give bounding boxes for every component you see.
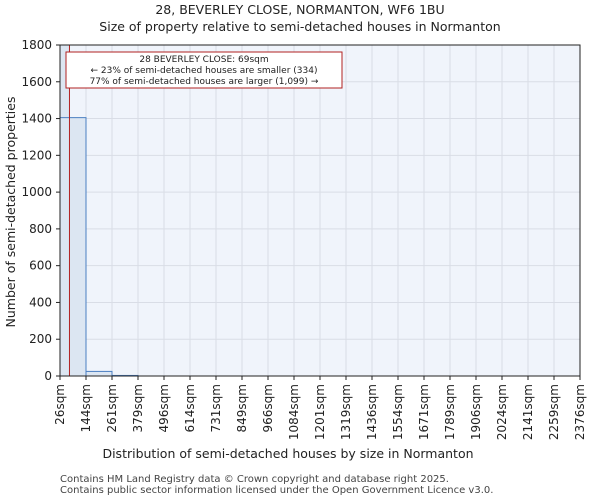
annotation-frame <box>65 51 343 89</box>
y-tick-label: 800 <box>29 222 52 236</box>
x-tick-label: 1319sqm <box>339 384 353 440</box>
x-tick-label: 496sqm <box>157 384 171 432</box>
annotation-line-2: ← 23% of semi-detached houses are smalle… <box>91 66 318 76</box>
x-tick-label: 731sqm <box>209 384 223 432</box>
x-axis-ticks: 26sqm 144sqm 261sqm 379sqm 496sqm 614sqm 731sq… <box>53 376 587 440</box>
y-tick-label: 600 <box>29 259 52 273</box>
bar-144sqm <box>85 370 113 377</box>
x-axis-label: Distribution of semi-detached houses by … <box>102 446 473 461</box>
y-tick-label: 1600 <box>21 75 52 89</box>
x-tick-label: 2376sqm <box>573 384 587 440</box>
annotation-line-1: 28 BEVERLEY CLOSE: 69sqm <box>139 55 268 65</box>
x-tick-label: 1789sqm <box>443 384 457 440</box>
annotation-line-3: 77% of semi-detached houses are larger (… <box>90 77 319 87</box>
x-tick-label: 849sqm <box>235 384 249 432</box>
x-tick-label: 261sqm <box>105 384 119 432</box>
x-tick-label: 1671sqm <box>417 384 431 440</box>
footer-licence: Contains public sector information licen… <box>60 485 494 496</box>
x-tick-label: 2259sqm <box>547 384 561 440</box>
gridlines <box>60 44 580 377</box>
x-tick-label: 966sqm <box>261 384 275 432</box>
y-axis-label: Number of semi-detached properties <box>3 97 18 328</box>
y-tick-label: 1000 <box>21 185 52 199</box>
chart-title: 28, BEVERLEY CLOSE, NORMANTON, WF6 1BU <box>155 2 445 17</box>
y-tick-label: 400 <box>29 295 52 309</box>
annotation-box: 28 BEVERLEY CLOSE: 69sqm ← 23% of semi-d… <box>65 51 343 89</box>
y-tick-label: 0 <box>44 369 52 383</box>
x-tick-label: 614sqm <box>183 384 197 432</box>
y-axis-ticks: 0 200 400 600 800 1000 1200 1400 1600 1800 <box>21 38 60 383</box>
x-tick-label: 144sqm <box>79 384 93 432</box>
y-tick-label: 1800 <box>21 38 52 52</box>
footer-copyright: Contains HM Land Registry data © Crown c… <box>60 474 449 485</box>
bar-26sqm <box>59 117 87 377</box>
x-tick-label: 1436sqm <box>365 384 379 440</box>
y-tick-label: 1400 <box>21 112 52 126</box>
x-tick-label: 2024sqm <box>495 384 509 440</box>
x-tick-label: 1084sqm <box>287 384 301 440</box>
x-tick-label: 1201sqm <box>313 384 327 440</box>
chart-subtitle: Size of property relative to semi-detach… <box>99 19 501 34</box>
y-tick-label: 1200 <box>21 148 52 162</box>
x-tick-label: 379sqm <box>131 384 145 432</box>
x-tick-label: 2141sqm <box>521 384 535 440</box>
x-tick-label: 1554sqm <box>391 384 405 440</box>
x-tick-label: 26sqm <box>53 384 67 425</box>
x-tick-label: 1906sqm <box>469 384 483 440</box>
y-tick-label: 200 <box>29 332 52 346</box>
